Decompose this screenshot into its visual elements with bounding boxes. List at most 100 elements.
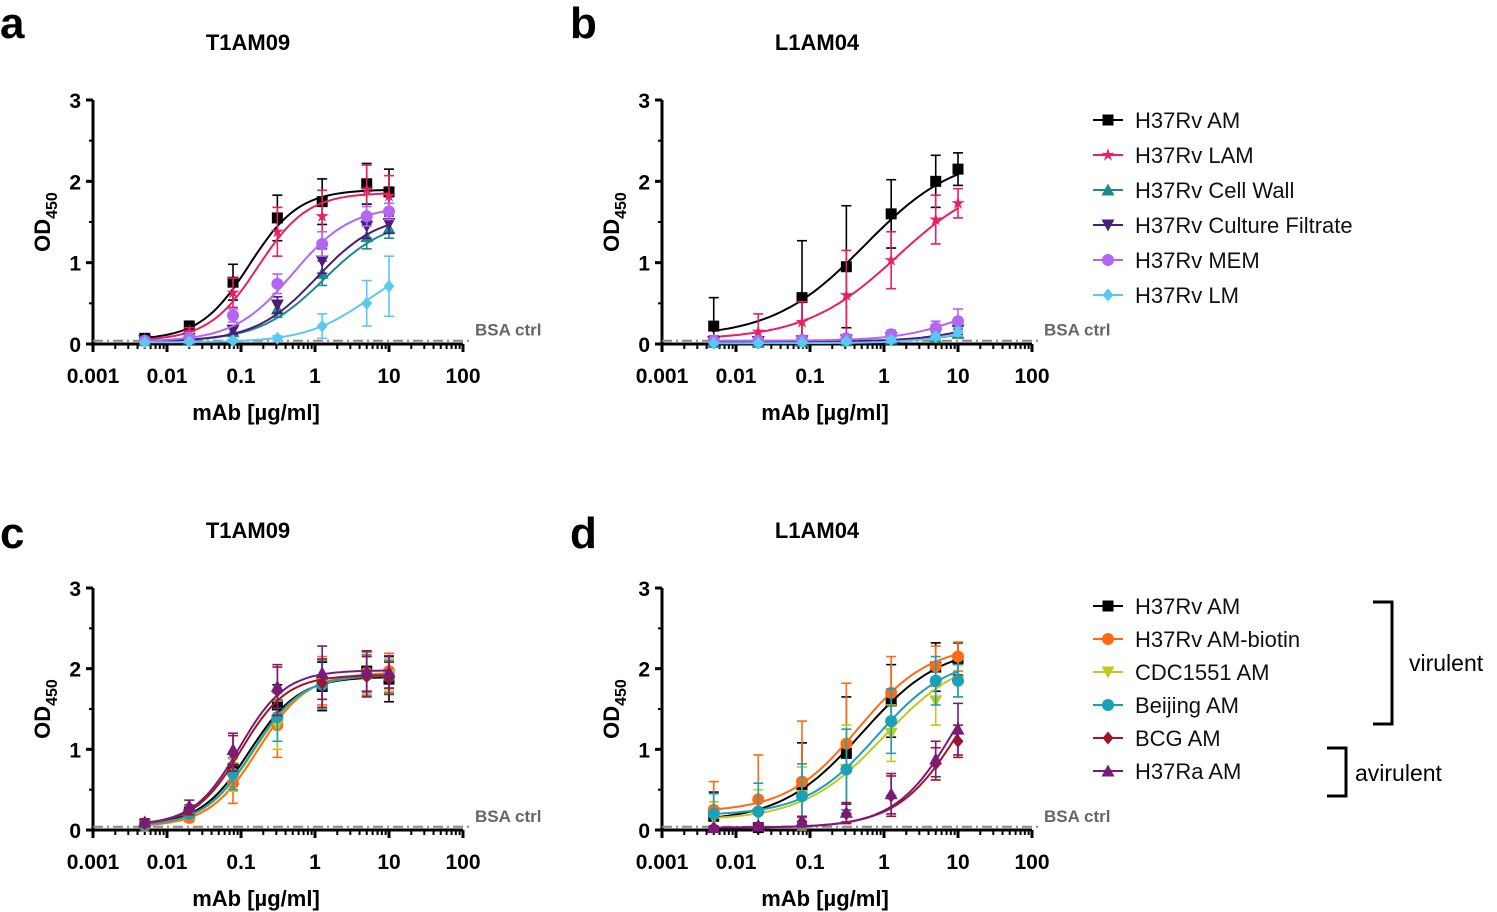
legend-item: H37Ra AM <box>1093 759 1241 784</box>
avirulent-bracket: avirulent <box>1327 748 1443 796</box>
data-point <box>796 790 808 802</box>
y-tick-label: 3 <box>638 90 650 113</box>
y-axis-label-main: OD <box>599 706 624 739</box>
legend-label: Beijing AM <box>1135 693 1239 718</box>
legend-label: H37Ra AM <box>1135 759 1241 784</box>
fit-curve <box>143 676 390 825</box>
fit-curve <box>143 676 390 825</box>
legend-label: H37Rv Cell Wall <box>1135 178 1294 203</box>
y-axis-label: OD450 <box>599 192 630 252</box>
x-tick-label: 1 <box>309 365 321 388</box>
panel-title: T1AM09 <box>206 30 290 55</box>
series-h37rv-am-biotin <box>708 642 964 830</box>
fit-curve <box>143 232 390 341</box>
data-point <box>361 210 373 222</box>
fit-curve <box>712 659 959 818</box>
data-point <box>752 805 764 817</box>
y-tick-label: 3 <box>69 578 81 601</box>
legend-item: H37Rv LAM <box>1093 143 1254 168</box>
y-tick-label: 2 <box>638 171 650 194</box>
legend-item: H37Rv AM <box>1093 594 1240 619</box>
x-tick-label: 0.1 <box>226 365 256 388</box>
legend-item: CDC1551 AM <box>1093 660 1270 685</box>
x-tick-label: 1 <box>309 851 321 874</box>
x-axis-label: mAb [µg/ml] <box>761 886 889 911</box>
figure-canvas: a b c d 01230.001 0.01 0.1 1 10 100T1AM09mAb … <box>0 0 1497 912</box>
legend-item: H37Rv AM-biotin <box>1093 627 1300 652</box>
legend-item: H37Rv MEM <box>1093 248 1260 273</box>
y-tick-label: 2 <box>638 659 650 682</box>
legend-marker <box>1102 699 1114 711</box>
series-cdc1551-am <box>138 657 395 832</box>
series-h37rv-lam <box>707 189 965 346</box>
axes: 0 1 2 3 0.001 0.01 0.1 1 10 100 <box>636 578 1050 874</box>
y-axis-label-subscript: 450 <box>613 679 630 706</box>
y-tick-label: 0 <box>638 820 650 843</box>
bsa-label: BSA ctrl <box>1044 807 1110 826</box>
fit-curve <box>712 174 959 331</box>
data-point <box>840 806 853 818</box>
bsa-label: BSA ctrl <box>1044 321 1110 340</box>
legend-label: CDC1551 AM <box>1135 660 1270 685</box>
legend-item: BCG AM <box>1093 726 1221 751</box>
legend-item: H37Rv Cell Wall <box>1093 178 1294 203</box>
y-tick-label: 1 <box>638 253 650 276</box>
data-point <box>952 675 964 687</box>
data-point <box>316 238 328 250</box>
fit-curve <box>712 208 959 337</box>
x-tick-label: 0.001 <box>67 851 120 874</box>
y-axis-label-main: OD <box>30 219 55 252</box>
panel-c-plot: 0 1 2 3 0.001 0.01 0.1 1 10 100 T1AM09 mAb [µg/ml] O… <box>30 518 541 911</box>
data-point <box>383 205 395 217</box>
fit-curve <box>143 193 390 339</box>
legend-item: H37Rv LM <box>1093 283 1239 308</box>
y-axis-label: OD450 <box>599 679 630 739</box>
data-point <box>271 278 283 290</box>
x-tick-label: 100 <box>1014 365 1049 388</box>
data-point <box>384 280 395 293</box>
series-bcg-am <box>139 657 394 830</box>
fit-curve <box>143 675 390 823</box>
x-tick-label: 10 <box>377 851 400 874</box>
panel-label-b: b <box>570 0 597 48</box>
legend-label: H37Rv AM-biotin <box>1135 627 1300 652</box>
y-axis-label-main: OD <box>30 706 55 739</box>
x-tick-label: 10 <box>946 365 969 388</box>
data-point <box>952 651 964 663</box>
x-tick-label: 0.01 <box>147 851 188 874</box>
fit-curve <box>712 675 959 818</box>
data-point <box>708 808 720 820</box>
panel-label-c: c <box>0 509 24 558</box>
legend-marker <box>1102 254 1114 266</box>
bsa-label: BSA ctrl <box>475 807 541 826</box>
x-tick-label: 0.01 <box>716 365 757 388</box>
legend-label: H37Rv AM <box>1135 108 1240 133</box>
data-point <box>840 764 852 776</box>
y-tick-label: 1 <box>69 739 81 762</box>
data-point <box>708 321 719 332</box>
y-tick-label: 2 <box>69 659 81 682</box>
virulent-bracket: virulent <box>1373 602 1484 724</box>
x-tick-label: 0.01 <box>716 851 757 874</box>
panel-label-a: a <box>0 0 25 48</box>
axes: 0 1 2 3 0.001 0.01 0.1 1 10 100 <box>67 90 481 388</box>
y-axis-label: OD450 <box>30 679 61 739</box>
y-axis-label-subscript: 450 <box>44 679 61 706</box>
legend-marker <box>1103 115 1114 126</box>
x-tick-label: 0.1 <box>226 851 256 874</box>
legend-label: H37Rv LAM <box>1135 143 1254 168</box>
data-point <box>930 176 941 187</box>
x-tick-label: 0.001 <box>67 365 120 388</box>
y-axis-label-subscript: 450 <box>613 192 630 219</box>
legend-item: H37Rv AM <box>1093 108 1240 133</box>
series-h37rv-culture-filtrate <box>138 214 395 347</box>
x-tick-label: 100 <box>445 365 480 388</box>
x-tick-label: 0.1 <box>795 365 825 388</box>
legend-label: H37Rv Culture Filtrate <box>1135 213 1353 238</box>
panel-b-plot: 0 1 2 3 0.001 0.01 0.1 1 10 100 L1AM04 mAb [µg/ml] O… <box>599 30 1110 425</box>
panel-a-plot: 01230.001 0.01 0.1 1 10 100T1AM09mAb [µg/ml]O… <box>30 30 541 425</box>
y-tick-label: 0 <box>69 334 81 357</box>
panel-title: T1AM09 <box>206 518 290 543</box>
y-tick-label: 3 <box>638 578 650 601</box>
y-tick-label: 0 <box>638 334 650 357</box>
